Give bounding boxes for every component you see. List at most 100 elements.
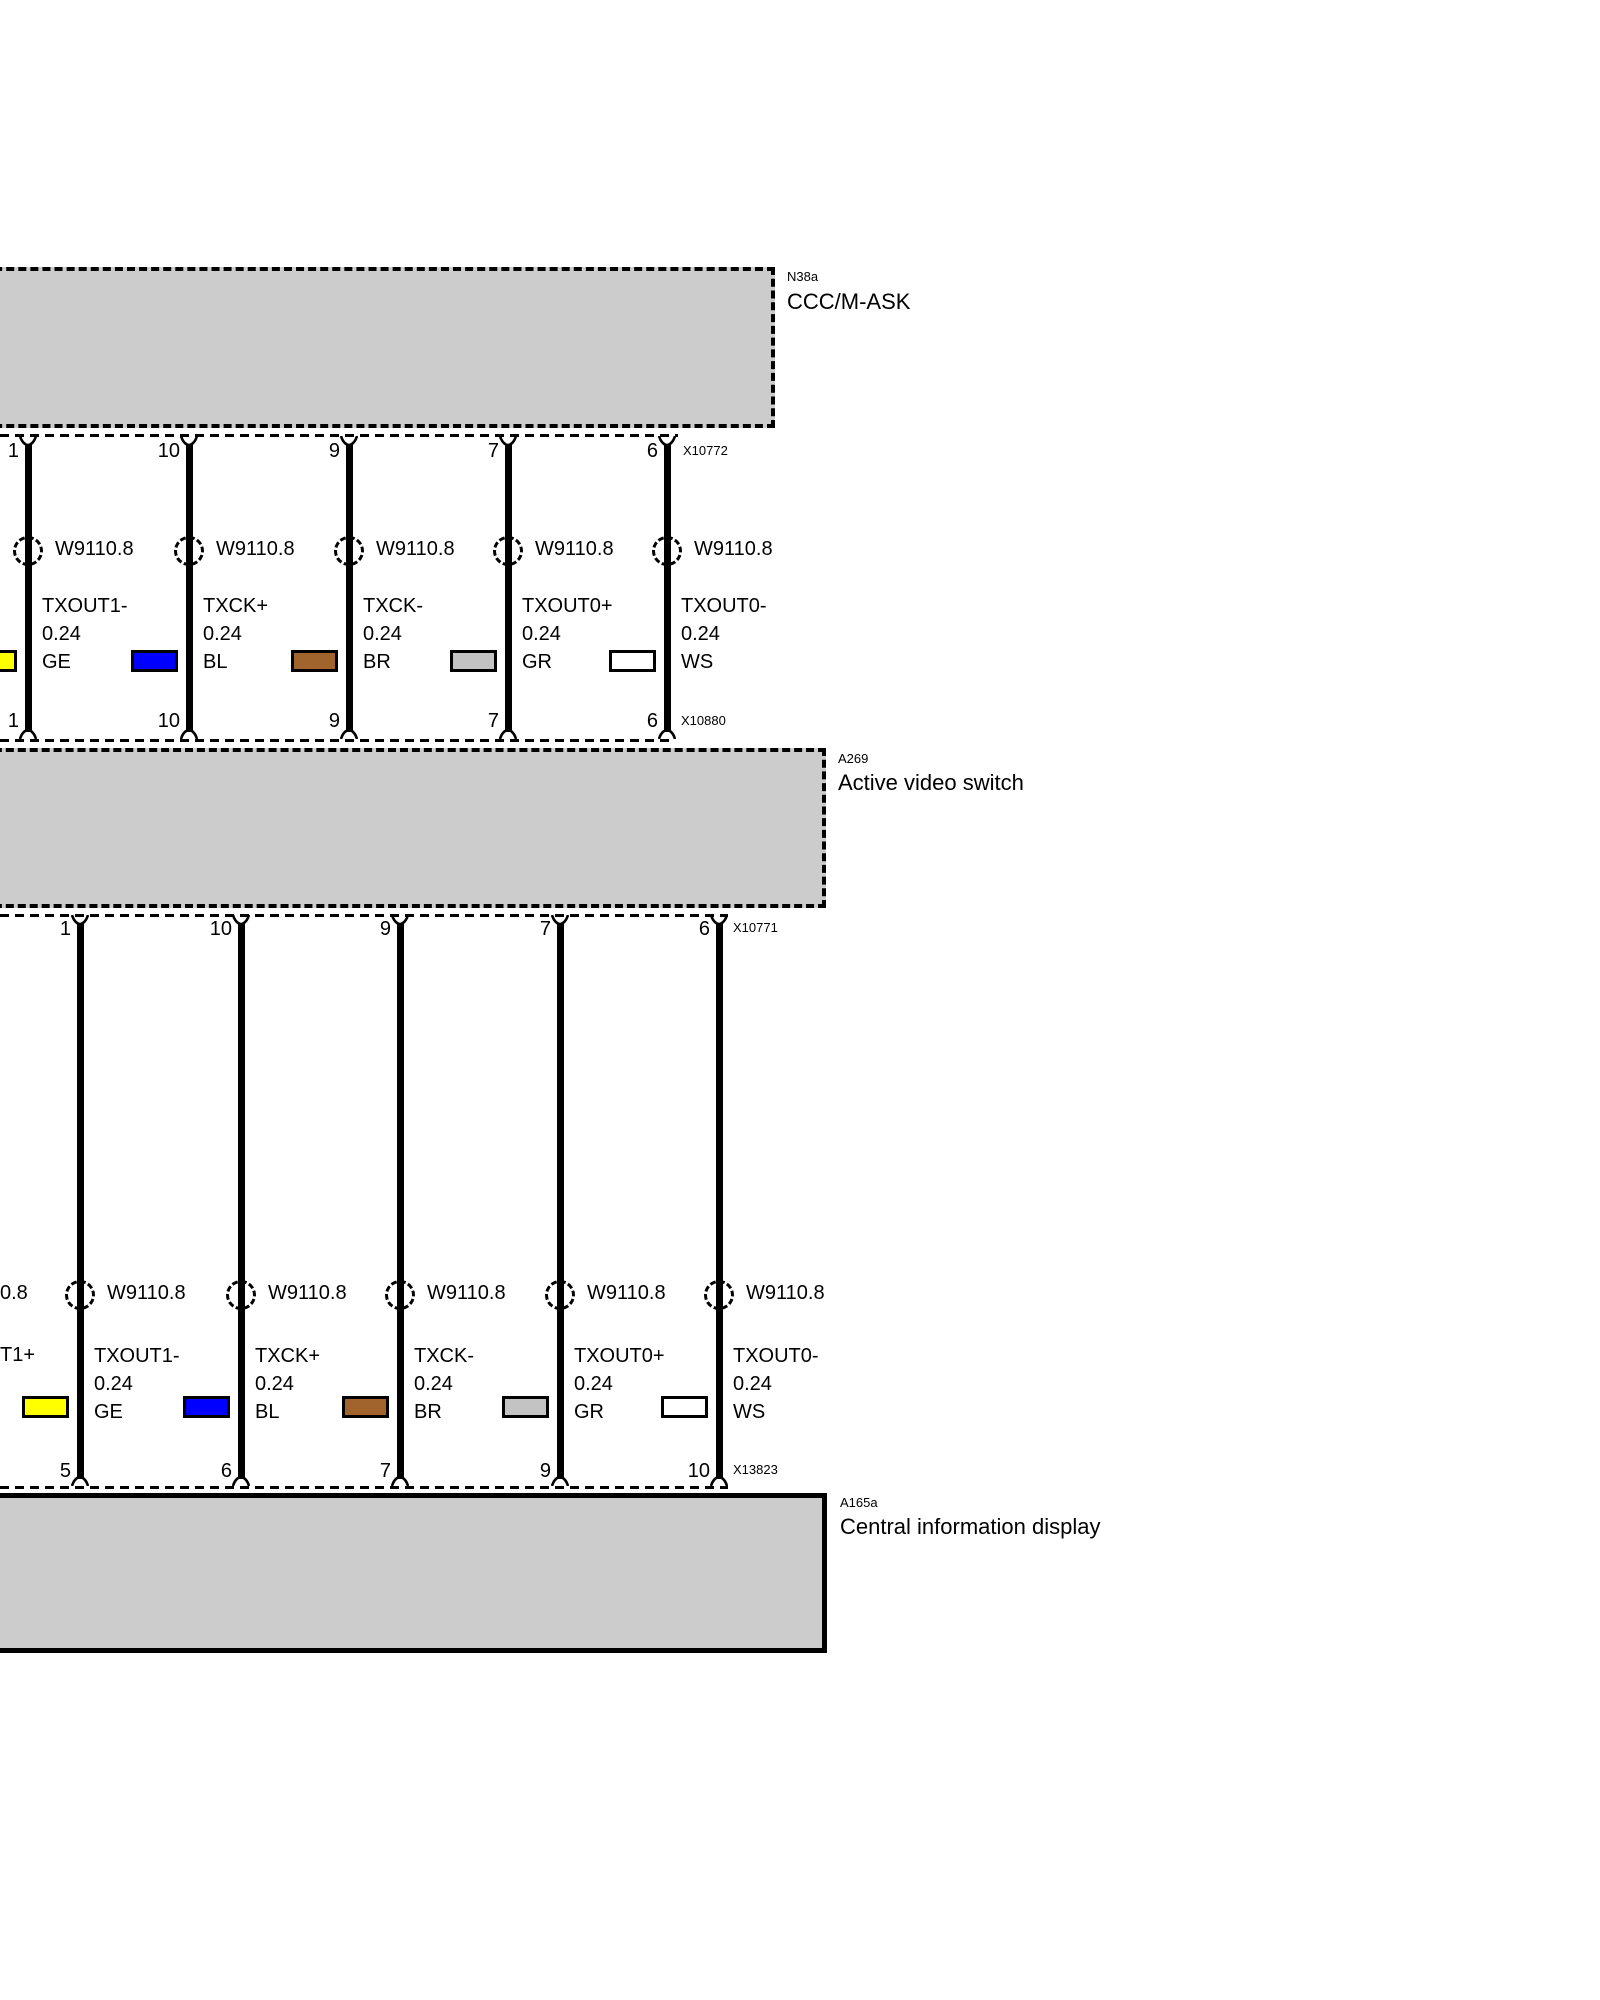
twisted-pair-icon: [493, 536, 523, 566]
signal-name: TXOUT0-: [733, 1345, 819, 1367]
wire-signal-block: TXOUT0+ 0.24 GR: [574, 1342, 665, 1426]
wire-line: [505, 444, 512, 732]
color-code: GE: [42, 651, 71, 673]
pin-number-top: 7: [539, 918, 551, 940]
wire-line: [716, 923, 723, 1479]
pin-number-top: 9: [328, 440, 340, 462]
pin-number-top: 1: [59, 918, 71, 940]
color-code: GR: [574, 1401, 604, 1423]
wire-color-swatch: [291, 650, 338, 672]
wire-signal-block: TXCK- 0.24 BR: [414, 1342, 474, 1426]
twisted-pair-icon: [226, 1280, 256, 1310]
connector-line-x10772: [0, 434, 678, 437]
wire-fork-icon: [180, 729, 198, 739]
cross-section: 0.24: [733, 1373, 772, 1395]
pin-number-bottom: 6: [646, 710, 658, 732]
signal-name: TXCK-: [363, 595, 423, 617]
module-box-active-video-switch: [0, 748, 826, 908]
pin-number-top: 10: [157, 440, 180, 462]
wire-fork-icon: [391, 1476, 409, 1486]
twisted-pair-icon: [65, 1280, 95, 1310]
cable-label: W9110.8: [107, 1282, 186, 1304]
wire-color-swatch: [0, 650, 17, 672]
signal-name: TXOUT1-: [94, 1345, 180, 1367]
wire-color-swatch: [609, 650, 656, 672]
cross-section: 0.24: [363, 623, 402, 645]
connector-id-x10771: X10771: [733, 920, 778, 935]
connector-id-x10880: X10880: [681, 713, 726, 728]
module-title-central-information-display: Central information display: [840, 1514, 1101, 1539]
clipped-cable-label: 0.8: [0, 1282, 28, 1304]
signal-name: TXCK+: [203, 595, 269, 617]
cable-label: W9110.8: [216, 538, 295, 560]
module-box-central-information-display: [0, 1493, 827, 1653]
signal-name: TXCK-: [414, 1345, 474, 1367]
cross-section: 0.24: [42, 623, 81, 645]
pin-number-top: 7: [487, 440, 499, 462]
signal-name: TXOUT0+: [522, 595, 613, 617]
wire-color-swatch: [131, 650, 178, 672]
twisted-pair-icon: [545, 1280, 575, 1310]
signal-name: TXOUT1-: [42, 595, 128, 617]
wire-fork-icon: [710, 1476, 728, 1486]
pin-number-top: 6: [646, 440, 658, 462]
module-title-ccc-mask: CCC/M-ASK: [787, 289, 911, 314]
module-box-ccc-mask: [0, 267, 775, 428]
wire-line: [557, 923, 564, 1479]
wire-fork-icon: [658, 729, 676, 739]
wire-signal-block: TXOUT0- 0.24 WS: [733, 1342, 819, 1426]
wire-signal-block: TXCK+ 0.24 BL: [203, 592, 268, 676]
connector-line-x10880: [0, 739, 674, 742]
pin-number-bottom: 10: [157, 710, 180, 732]
twisted-pair-icon: [652, 536, 682, 566]
wire-color-swatch: [183, 1396, 230, 1418]
signal-name: TXCK+: [255, 1345, 321, 1367]
wire-line: [77, 923, 84, 1479]
signal-name: TXOUT0+: [574, 1345, 665, 1367]
color-code: BL: [203, 651, 228, 673]
cross-section: 0.24: [522, 623, 561, 645]
wire-fork-icon: [19, 729, 37, 739]
cable-label: W9110.8: [268, 1282, 347, 1304]
twisted-pair-icon: [174, 536, 204, 566]
pin-number-bottom: 5: [59, 1460, 71, 1482]
connector-line-x10771: [0, 914, 728, 917]
module-id-a269: A269: [838, 751, 869, 766]
pin-number-bottom: 7: [487, 710, 499, 732]
color-code: GR: [522, 651, 552, 673]
wire-line: [664, 444, 671, 732]
cross-section: 0.24: [203, 623, 242, 645]
pin-number-top: 10: [209, 918, 232, 940]
twisted-pair-icon: [704, 1280, 734, 1310]
connector-id-x13823: X13823: [733, 1462, 778, 1477]
pin-number-bottom: 9: [328, 710, 340, 732]
color-code: BR: [363, 651, 391, 673]
wire-fork-icon: [340, 729, 358, 739]
cable-label: W9110.8: [694, 538, 773, 560]
cross-section: 0.24: [681, 623, 720, 645]
wire-signal-block: TXOUT0+ 0.24 GR: [522, 592, 613, 676]
wire-line: [397, 923, 404, 1479]
cable-label: W9110.8: [535, 538, 614, 560]
color-code: BR: [414, 1401, 442, 1423]
connector-id-x10772: X10772: [683, 443, 728, 458]
wire-signal-block: TXOUT1- 0.24 GE: [42, 592, 128, 676]
wire-signal-block: TXOUT0- 0.24 WS: [681, 592, 767, 676]
clipped-signal-label: T1+: [0, 1344, 36, 1366]
pin-number-top: 6: [698, 918, 710, 940]
pin-number-bottom: 7: [379, 1460, 391, 1482]
pin-number-top: 9: [379, 918, 391, 940]
wire-fork-icon: [71, 1476, 89, 1486]
signal-name: TXOUT0-: [681, 595, 767, 617]
cross-section: 0.24: [414, 1373, 453, 1395]
cross-section: 0.24: [255, 1373, 294, 1395]
color-code: WS: [733, 1401, 766, 1423]
wire-line: [346, 444, 353, 732]
wire-color-swatch: [22, 1396, 69, 1418]
wire-line: [238, 923, 245, 1479]
cable-label: W9110.8: [376, 538, 455, 560]
cable-label: W9110.8: [746, 1282, 825, 1304]
color-code: WS: [681, 651, 714, 673]
pin-number-top: 1: [7, 440, 19, 462]
wire-color-swatch: [342, 1396, 389, 1418]
